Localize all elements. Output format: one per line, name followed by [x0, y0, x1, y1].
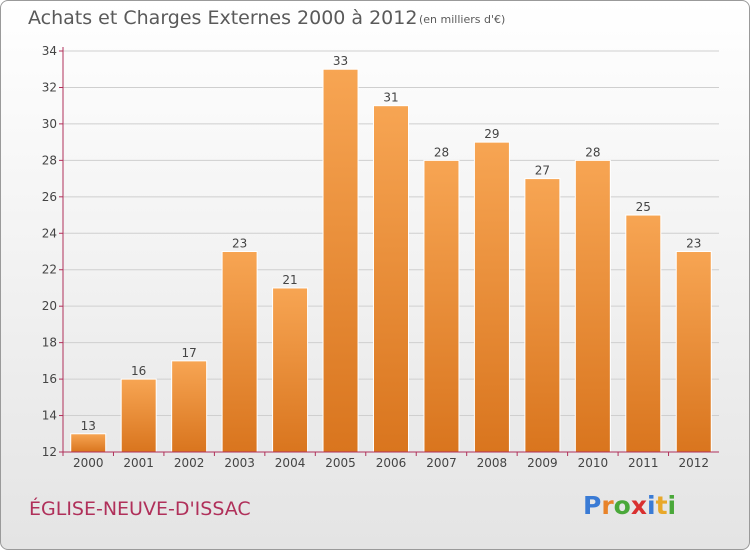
data-label: 31 — [383, 91, 398, 105]
data-label: 13 — [81, 419, 96, 433]
x-tick-label: 2000 — [73, 456, 104, 470]
bar — [221, 251, 258, 453]
axes — [59, 47, 719, 456]
bar — [120, 378, 157, 453]
y-tick-label: 34 — [42, 44, 57, 58]
x-tick-label: 2003 — [224, 456, 255, 470]
logo-letter: r — [601, 491, 614, 520]
x-tick-label: 2005 — [325, 456, 356, 470]
x-tick-label: 2009 — [527, 456, 558, 470]
bar — [171, 360, 208, 453]
data-label: 29 — [484, 127, 499, 141]
y-tick-label: 22 — [42, 263, 57, 277]
y-tick-label: 16 — [42, 372, 57, 386]
bar — [625, 214, 662, 453]
bar — [373, 105, 409, 453]
x-tick-label: 2007 — [426, 456, 457, 470]
chart-title: Achats et Charges Externes 2000 à 2012 — [28, 7, 418, 29]
logo-letter: t — [655, 491, 668, 520]
x-tick-label: 2011 — [628, 456, 659, 470]
data-label: 25 — [636, 200, 651, 214]
bar — [473, 141, 510, 453]
bar — [272, 287, 309, 453]
x-tick-label: 2008 — [477, 456, 508, 470]
bar — [675, 251, 712, 453]
bar — [322, 68, 359, 453]
data-label: 16 — [131, 364, 146, 378]
data-label: 28 — [585, 145, 600, 159]
logo-letter: i — [667, 491, 677, 520]
bar — [524, 178, 561, 453]
data-label: 27 — [535, 164, 550, 178]
logo-letter: x — [630, 491, 647, 520]
y-tick-label: 20 — [42, 299, 57, 313]
unit-note: (en milliers d'€) — [419, 13, 506, 26]
data-label: 33 — [333, 54, 348, 68]
y-tick-label: 14 — [42, 409, 57, 423]
x-tick-label: 2004 — [275, 456, 306, 470]
x-tick-label: 2001 — [123, 456, 154, 470]
data-label: 23 — [686, 237, 701, 251]
y-tick-label: 12 — [42, 445, 57, 459]
y-tick-label: 32 — [42, 80, 57, 94]
y-tick-label: 26 — [42, 190, 57, 204]
labels: 12 14 16 18 20 22 24 26 28 30 32 34 13 2000 16 2001 17 20… — [42, 44, 709, 470]
proxiti-logo: Proxiti — [583, 491, 676, 520]
y-tick-label: 30 — [42, 117, 57, 131]
data-label: 17 — [182, 346, 197, 360]
commune-name: ÉGLISE-NEUVE-D'ISSAC — [29, 498, 251, 520]
data-label: 21 — [282, 273, 297, 287]
x-tick-label: 2010 — [578, 456, 609, 470]
logo-letter: o — [613, 491, 631, 520]
x-tick-label: 2006 — [376, 456, 407, 470]
data-label: 23 — [232, 237, 247, 251]
logo-letter: i — [647, 491, 656, 520]
bar — [423, 159, 460, 453]
x-tick-label: 2012 — [678, 456, 709, 470]
logo-letter: P — [583, 491, 602, 520]
bar — [70, 433, 107, 453]
x-tick-label: 2002 — [174, 456, 205, 470]
y-tick-label: 28 — [42, 153, 57, 167]
data-label: 28 — [434, 145, 449, 159]
bars — [70, 68, 712, 453]
y-tick-label: 18 — [42, 336, 57, 350]
bar — [574, 159, 611, 453]
y-tick-label: 24 — [42, 226, 57, 240]
